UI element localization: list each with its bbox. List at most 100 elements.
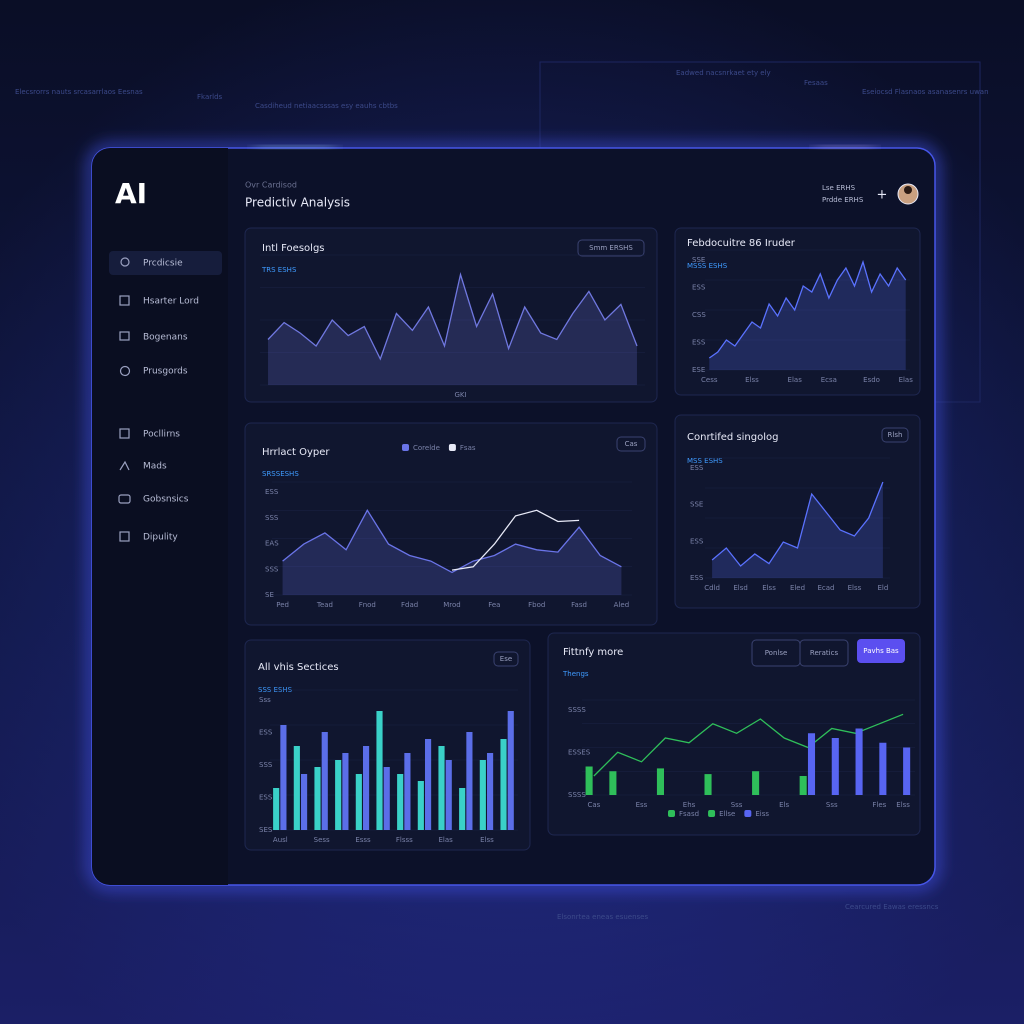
x-tick-label: Fles: [872, 801, 886, 809]
bar: [807, 733, 816, 795]
y-tick-label: ESS: [690, 537, 704, 545]
bar: [335, 760, 342, 830]
legend-label: Ellse: [719, 810, 735, 818]
nav-active: [109, 251, 222, 275]
x-tick-label: Fdad: [401, 601, 418, 609]
light: [255, 145, 335, 149]
x-tick-label: Elas: [439, 836, 454, 844]
x-tick-label: Aled: [614, 601, 629, 609]
y-tick-label: SES: [259, 826, 273, 834]
x-tick-label: Eld: [877, 584, 888, 592]
bg-text: Eadwed nacsnrkaet ety ely: [676, 69, 771, 77]
bar: [831, 738, 839, 795]
nav-item[interactable]: Bogenans: [143, 333, 188, 343]
y-tick-label: ESS: [690, 574, 704, 582]
button-label[interactable]: Smm ERSHS: [589, 244, 633, 252]
y-tick-label: ESS: [692, 284, 706, 292]
x-tick-label: Eled: [790, 584, 805, 592]
card-subtitle: MSS ESHS: [687, 457, 723, 465]
bar: [438, 746, 445, 830]
bar: [314, 767, 321, 830]
button[interactable]: [577, 239, 645, 257]
bar: [704, 774, 712, 795]
bar: [487, 753, 494, 830]
x-tick-label: Sss: [731, 801, 743, 809]
button-label[interactable]: Reratics: [810, 649, 839, 657]
x-tick-label: Elss: [896, 801, 910, 809]
bar: [363, 746, 370, 830]
button[interactable]: [493, 651, 519, 667]
x-tick-label: Elss: [480, 836, 494, 844]
y-tick-label: ESS: [259, 729, 273, 737]
card: [674, 414, 921, 609]
bar: [500, 739, 507, 830]
bar: [273, 788, 280, 830]
bar: [425, 739, 432, 830]
area-line: [282, 509, 622, 574]
nav-item[interactable]: Dipulity: [143, 533, 178, 543]
y-tick-label: SSSS: [568, 791, 586, 799]
button-label[interactable]: Ponlse: [765, 649, 788, 657]
button-label[interactable]: Pavhs Bas: [863, 647, 899, 655]
card-title: Hrrlact Oyper: [262, 447, 330, 458]
button-label[interactable]: Ese: [500, 655, 512, 663]
y-tick-label: ESS: [692, 339, 706, 347]
button[interactable]: [881, 427, 909, 443]
button[interactable]: [857, 639, 905, 663]
legend-label: Fsas: [460, 444, 476, 452]
legend-swatch: [744, 810, 752, 817]
add-button[interactable]: +: [877, 188, 888, 203]
y-tick-label: SSE: [692, 256, 705, 264]
bar: [280, 725, 287, 830]
y-tick-label: SSS: [265, 565, 279, 573]
x-tick-label: Tead: [316, 601, 333, 609]
bar: [879, 742, 887, 795]
legend-label: Fsasd: [679, 810, 699, 818]
x-tick-label: Mrod: [443, 601, 461, 609]
nav-item[interactable]: Mads: [143, 462, 167, 472]
nav-item[interactable]: Pocllirns: [143, 430, 180, 440]
nav-item[interactable]: Prcdicsie: [143, 259, 183, 269]
card-title: Febdocuitre 86 Iruder: [687, 238, 796, 249]
x-tick-label: Cdld: [704, 584, 720, 592]
card-subtitle: SRSSESHS: [262, 470, 299, 478]
x-tick-label: Elss: [762, 584, 776, 592]
bar: [321, 732, 328, 830]
y-tick-label: SSSS: [568, 706, 586, 714]
button[interactable]: [799, 639, 849, 667]
bar: [656, 768, 665, 795]
bar: [799, 776, 807, 795]
x-tick-label: Cas: [587, 801, 600, 809]
button-label[interactable]: Rlsh: [888, 431, 903, 439]
card: [244, 422, 658, 626]
legend-swatch: [402, 444, 409, 451]
x-tick-label: Ecsa: [821, 376, 837, 384]
x-tick-label: Fea: [488, 601, 500, 609]
bg-text: Fesaas: [804, 79, 828, 87]
y-tick-label: EAS: [265, 540, 279, 548]
x-tick-label: Ausl: [273, 836, 288, 844]
bar: [293, 746, 300, 830]
x-tick-label: Elas: [788, 376, 803, 384]
x-tick-label: GKI: [454, 391, 466, 399]
card-title: Intl Foesolgs: [262, 243, 325, 254]
bg-text: Elsonrtea eneas esuenses: [557, 913, 648, 921]
nav-item[interactable]: Gobsnsics: [143, 495, 189, 505]
x-tick-label: Esss: [355, 836, 371, 844]
button[interactable]: [616, 436, 646, 452]
nav-item[interactable]: Prusgords: [143, 367, 188, 377]
legend-swatch: [668, 810, 675, 817]
x-tick-label: Fnod: [359, 601, 376, 609]
logo: AI: [115, 177, 147, 210]
x-tick-label: Elss: [745, 376, 759, 384]
y-tick-label: ESE: [692, 366, 705, 374]
button-label[interactable]: Cas: [625, 440, 638, 448]
nav-item[interactable]: Hsarter Lord: [143, 297, 199, 307]
x-tick-label: Esdo: [863, 376, 880, 384]
bar: [404, 753, 411, 830]
card-title: All vhis Sectices: [258, 662, 339, 673]
bar: [301, 774, 308, 830]
x-tick-label: Cess: [701, 376, 718, 384]
x-tick-label: Fbod: [528, 601, 545, 609]
